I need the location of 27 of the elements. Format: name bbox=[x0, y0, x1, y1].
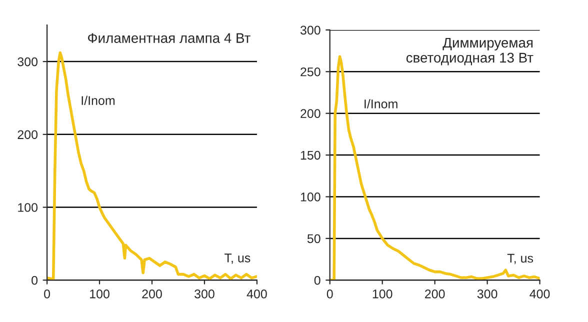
x-tick-label: 300 bbox=[477, 290, 498, 298]
x-tick-label: 200 bbox=[425, 290, 445, 298]
y-tick-label: 250 bbox=[300, 67, 320, 76]
y-tick-label: 100 bbox=[18, 203, 38, 212]
x-tick-label: 0 bbox=[44, 290, 50, 298]
y-tick-label: 300 bbox=[18, 57, 38, 66]
y-axis-title: I/Inom bbox=[364, 99, 398, 108]
y-tick-label: 150 bbox=[300, 150, 320, 160]
text: Диммируемая светодиодная 13 Вт bbox=[406, 38, 534, 66]
y-tick-label: 100 bbox=[300, 192, 320, 202]
x-tick-label: 0 bbox=[326, 290, 333, 298]
x-tick-label: 100 bbox=[372, 290, 392, 298]
x-axis-title: T, us bbox=[507, 254, 534, 264]
y-tick-label: 50 bbox=[307, 234, 320, 244]
x-tick-label: 200 bbox=[142, 290, 162, 298]
y-tick-label: 200 bbox=[18, 130, 38, 140]
y-tick-label: 300 bbox=[300, 26, 320, 35]
y-axis-title: I/Inom bbox=[82, 96, 115, 105]
x-tick-label: 300 bbox=[194, 290, 214, 298]
x-tick-label: 400 bbox=[530, 290, 550, 298]
x-tick-label: 400 bbox=[246, 290, 267, 298]
y-tick-label: 200 bbox=[300, 109, 320, 118]
chart-title: Филаментная лампа 4 Вт bbox=[88, 33, 250, 43]
y-tick-label: 0 bbox=[314, 276, 320, 285]
x-axis-title: T, us bbox=[224, 254, 250, 264]
y-tick-label: 0 bbox=[32, 276, 38, 285]
x-tick-label: 100 bbox=[90, 290, 110, 298]
